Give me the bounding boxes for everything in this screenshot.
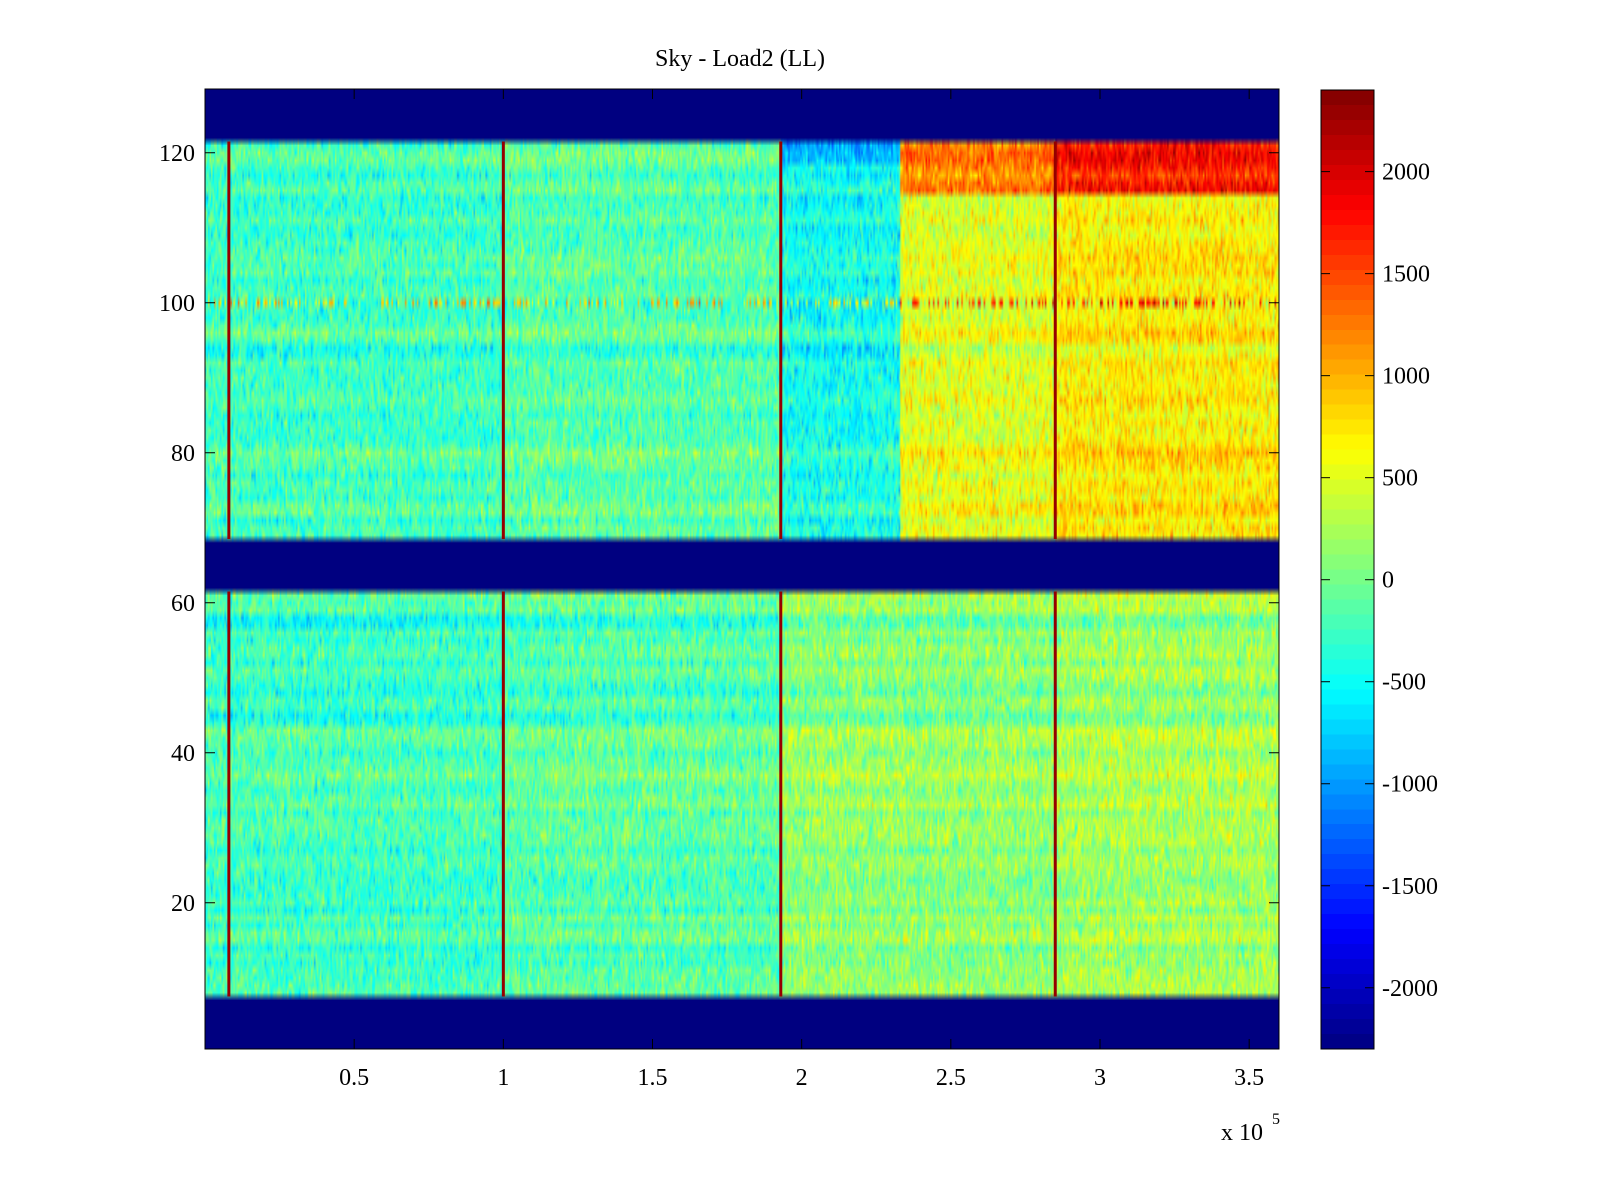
spike-column xyxy=(779,141,783,539)
x-tick-label: 3 xyxy=(1094,1065,1106,1091)
plot-area: 0.5 1 1.5 2 2.5 3 3.5 20 40 60 80 100 120 xyxy=(159,88,1280,1091)
y-tick-label: 40 xyxy=(171,741,195,767)
colorbar-tick-label: 500 xyxy=(1382,466,1418,492)
y-axis: 20 40 60 80 100 120 xyxy=(159,141,1279,917)
x-tick-label: 3.5 xyxy=(1234,1065,1264,1091)
y-tick-label: 20 xyxy=(171,891,195,917)
x-tick-label: 2 xyxy=(796,1065,808,1091)
plot-frame xyxy=(204,88,1280,1050)
chart-title: Sky - Load2 (LL) xyxy=(655,46,825,72)
colorbar-image xyxy=(1321,90,1374,1049)
colorbar-tick-label: 0 xyxy=(1382,568,1394,594)
colorbar-tick-label: 1000 xyxy=(1382,364,1430,390)
spike-column xyxy=(501,141,505,539)
colorbar-tick-label: -1500 xyxy=(1382,874,1438,900)
spike-column xyxy=(227,141,231,539)
y-tick-label: 100 xyxy=(159,291,195,317)
colorbar-tick-label: -2000 xyxy=(1382,976,1438,1002)
spike-column xyxy=(1053,141,1057,539)
x-axis: 0.5 1 1.5 2 2.5 3 3.5 xyxy=(339,89,1264,1091)
colorbar-tick-label: 1500 xyxy=(1382,262,1430,288)
x-tick-label: 1 xyxy=(497,1065,509,1091)
y-tick-label: 120 xyxy=(159,141,195,167)
colorbar-tick-label: -1000 xyxy=(1382,772,1438,798)
y-tick-label: 80 xyxy=(171,441,195,467)
x-tick-label: 0.5 xyxy=(339,1065,369,1091)
colorbar-tick-label: -500 xyxy=(1382,670,1426,696)
heatmap-image xyxy=(205,89,1279,1049)
x-exponent-label: x 10 5 xyxy=(1221,1111,1280,1146)
y-tick-label: 60 xyxy=(171,591,195,617)
x-tick-label: 1.5 xyxy=(638,1065,668,1091)
spike-column xyxy=(1053,591,1057,997)
x-exponent-power: 5 xyxy=(1272,1111,1280,1128)
colorbar-ticks: -2000 -1500 -1000 -500 0 500 1000 1500 2000 xyxy=(1321,160,1438,1002)
colorbar-tick-label: 2000 xyxy=(1382,160,1430,186)
spike-column xyxy=(227,591,231,997)
x-exponent-base: x 10 xyxy=(1221,1120,1263,1146)
spike-column xyxy=(779,591,783,997)
colorbar: -2000 -1500 -1000 -500 0 500 1000 1500 2000 xyxy=(1320,89,1438,1050)
spike-column xyxy=(501,591,505,997)
spike-columns xyxy=(227,141,1057,997)
x-tick-label: 2.5 xyxy=(936,1065,966,1091)
colorbar-frame xyxy=(1320,89,1375,1050)
